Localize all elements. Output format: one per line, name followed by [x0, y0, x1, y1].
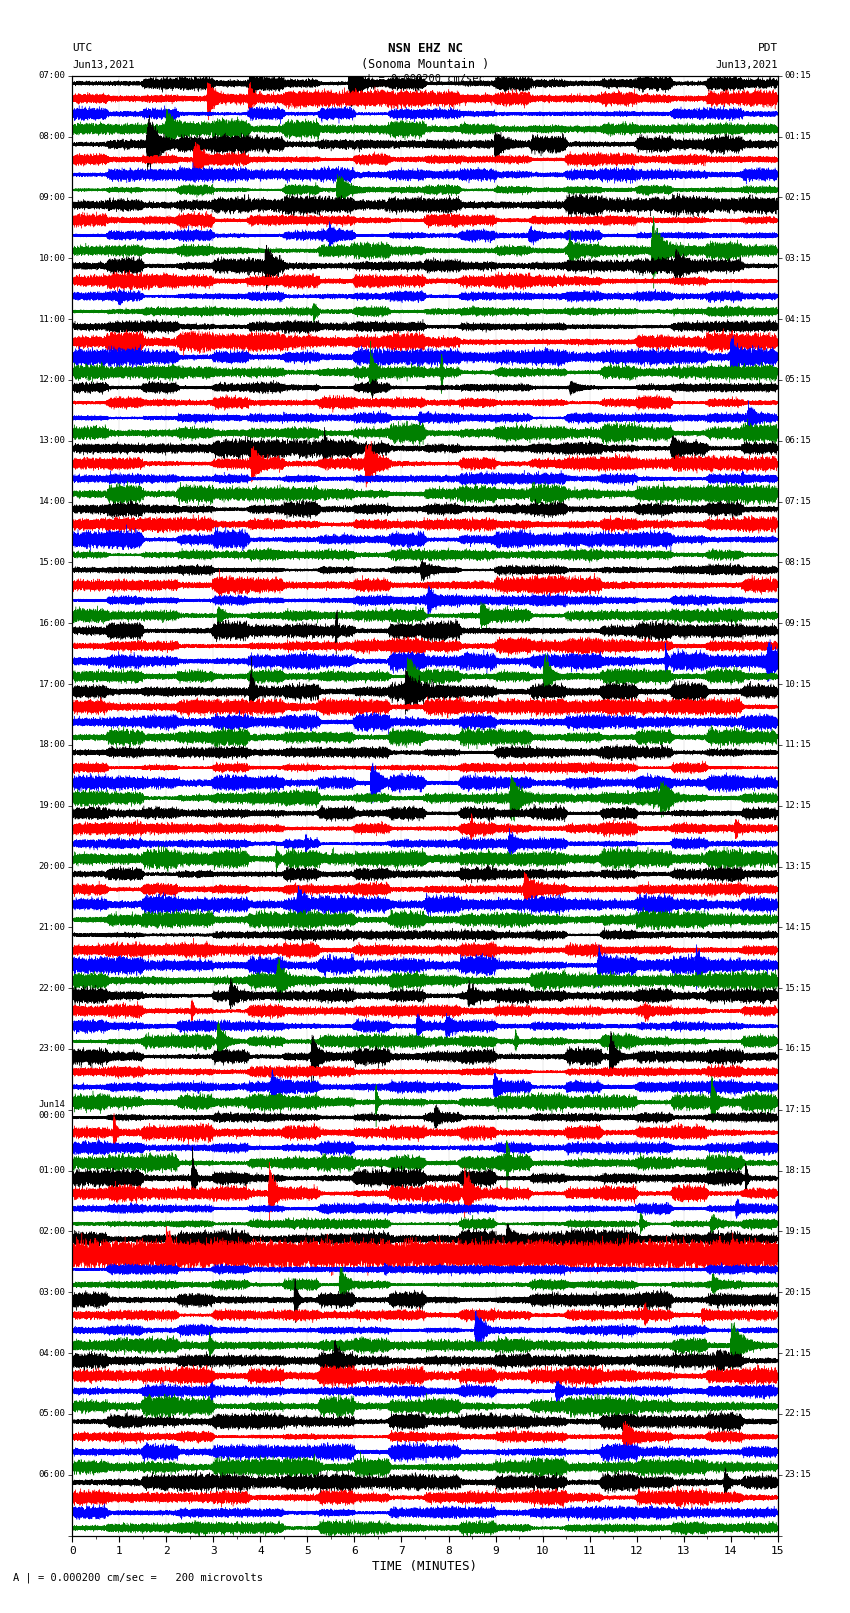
Text: Jun13,2021: Jun13,2021 — [715, 60, 778, 69]
Text: PDT: PDT — [757, 44, 778, 53]
Text: Jun13,2021: Jun13,2021 — [72, 60, 135, 69]
Text: NSN EHZ NC: NSN EHZ NC — [388, 42, 462, 55]
Text: A | = 0.000200 cm/sec =   200 microvolts: A | = 0.000200 cm/sec = 200 microvolts — [13, 1573, 263, 1582]
X-axis label: TIME (MINUTES): TIME (MINUTES) — [372, 1560, 478, 1573]
Text: UTC: UTC — [72, 44, 93, 53]
Text: (Sonoma Mountain ): (Sonoma Mountain ) — [361, 58, 489, 71]
Text: | = 0.000200 cm/sec: | = 0.000200 cm/sec — [366, 74, 484, 84]
